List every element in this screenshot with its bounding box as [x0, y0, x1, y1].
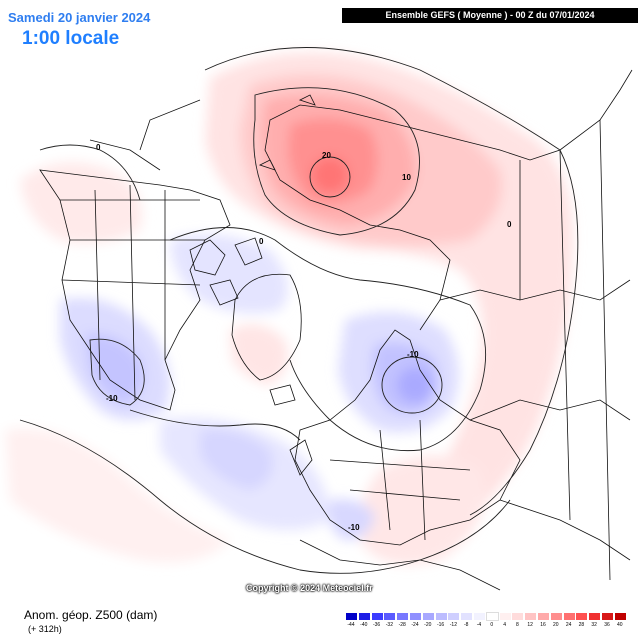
legend-swatch — [550, 613, 562, 620]
legend-swatch — [474, 613, 485, 620]
contour-label-zero: 0 — [259, 237, 264, 246]
model-run-banner: Ensemble GEFS ( Moyenne ) - 00 Z du 07/0… — [342, 8, 638, 23]
copyright-text: Copyright © 2024 Meteociel.fr — [246, 583, 373, 593]
legend-label: 36 — [604, 622, 610, 628]
contour-label-minus-ten: -10 — [407, 350, 419, 359]
legend-label: 8 — [516, 622, 519, 628]
legend-label: 4 — [503, 622, 506, 628]
legend-swatch — [448, 613, 460, 620]
legend-swatch — [461, 613, 473, 620]
legend-swatch — [371, 613, 383, 620]
legend-label: -20 — [424, 622, 432, 628]
legend-swatch — [410, 613, 421, 620]
legend-label: 24 — [565, 622, 572, 628]
legend-label: -36 — [372, 622, 381, 628]
forecast-local-time: 1:00 locale — [22, 28, 120, 49]
legend-label: -32 — [385, 622, 393, 628]
legend-swatch — [358, 613, 370, 620]
contour-lines — [19, 47, 579, 574]
footer — [0, 604, 640, 640]
legend-label: 0 — [490, 622, 494, 628]
contour-label-zero: 0 — [96, 143, 101, 152]
legend-swatch — [614, 613, 626, 620]
anomaly-shading — [5, 52, 573, 565]
lead-time: (+ 312h) — [28, 624, 62, 634]
legend-swatch — [512, 613, 524, 620]
legend-label: 12 — [527, 622, 533, 628]
legend-label: -16 — [436, 622, 445, 628]
coastlines — [39, 69, 633, 591]
anomaly-map — [5, 47, 633, 591]
parameter-title: Anom. géop. Z500 (dam) — [24, 608, 158, 622]
legend-label: -44 — [347, 622, 355, 628]
legend-swatch — [384, 613, 396, 620]
contour-label-minus-ten: -10 — [106, 394, 118, 403]
legend-swatch — [397, 613, 409, 620]
legend-swatch — [589, 613, 601, 620]
legend-label: -24 — [411, 622, 419, 628]
legend-swatch — [538, 613, 549, 620]
legend-swatch — [602, 613, 613, 620]
legend-swatch — [499, 613, 511, 620]
contour-label-twenty: 20 — [322, 151, 331, 160]
legend-label: -28 — [398, 622, 406, 628]
legend-label: -8 — [463, 622, 469, 628]
legend-label: -12 — [449, 622, 457, 628]
legend-swatch — [346, 613, 357, 620]
legend-label: 28 — [578, 622, 585, 628]
legend-swatch — [485, 612, 499, 621]
legend-swatch — [435, 613, 447, 620]
legend-label: -4 — [476, 622, 482, 628]
contour-label-zero: 0 — [507, 220, 512, 229]
legend-label: 40 — [617, 622, 623, 628]
legend-swatch — [563, 613, 575, 620]
legend-label: 32 — [591, 622, 597, 628]
forecast-date: Samedi 20 janvier 2024 — [8, 10, 151, 25]
legend-swatch — [525, 613, 537, 620]
legend-swatch — [576, 613, 588, 620]
legend-label: 20 — [553, 622, 559, 628]
legend-swatch — [422, 613, 434, 620]
legend-label: 16 — [540, 622, 546, 628]
contour-label-ten: 10 — [402, 173, 411, 182]
contour-label-minus-ten: -10 — [348, 523, 360, 532]
legend-label: -40 — [360, 622, 368, 628]
